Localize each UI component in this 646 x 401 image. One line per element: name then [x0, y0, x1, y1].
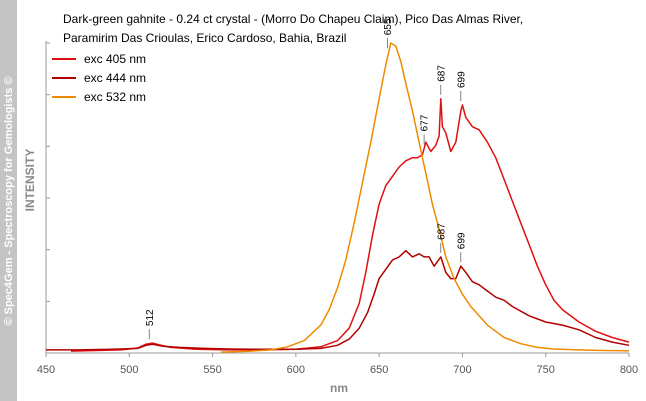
- peak-annotation: 687: [436, 223, 447, 240]
- x-tick-label: 500: [120, 364, 138, 376]
- legend-label: exc 405 nm: [84, 52, 146, 66]
- x-axis-label: nm: [330, 381, 348, 395]
- peak-annotation: 655: [383, 18, 394, 35]
- series-line-2: [46, 249, 630, 351]
- series-line-1: [70, 98, 630, 352]
- peak-annotation: 687: [436, 65, 447, 82]
- x-tick-label: 650: [370, 364, 388, 376]
- peak-annotation: 677: [420, 114, 431, 131]
- series-line-3: [220, 42, 630, 353]
- watermark-sidebar: © Spec4Gem - Spectroscopy for Gemologist…: [0, 0, 17, 401]
- x-tick-label: 450: [37, 364, 55, 376]
- peak-annotation: 512: [145, 309, 156, 326]
- peak-annotation: 699: [456, 232, 467, 249]
- x-tick-label: 600: [287, 364, 305, 376]
- peak-annotation: 699: [456, 71, 467, 88]
- legend-label: exc 532 nm: [84, 90, 146, 104]
- x-tick-label: 750: [537, 364, 555, 376]
- x-tick-label: 550: [203, 364, 221, 376]
- x-tick-label: 700: [453, 364, 471, 376]
- chart-title-line-1: Dark-green gahnite - 0.24 ct crystal - (…: [63, 12, 523, 26]
- x-tick-label: 800: [620, 364, 638, 376]
- legend-label: exc 444 nm: [84, 71, 146, 85]
- y-axis-label: INTENSITY: [23, 149, 37, 212]
- legend: exc 405 nm exc 444 nm exc 532 nm: [52, 52, 146, 104]
- chart-title-line-2: Paramirim Das Crioulas, Erico Cardoso, B…: [63, 31, 346, 45]
- plot-area: 450 500 550 600 650 700 750 800 512 655 677 687 699 6…: [37, 18, 638, 376]
